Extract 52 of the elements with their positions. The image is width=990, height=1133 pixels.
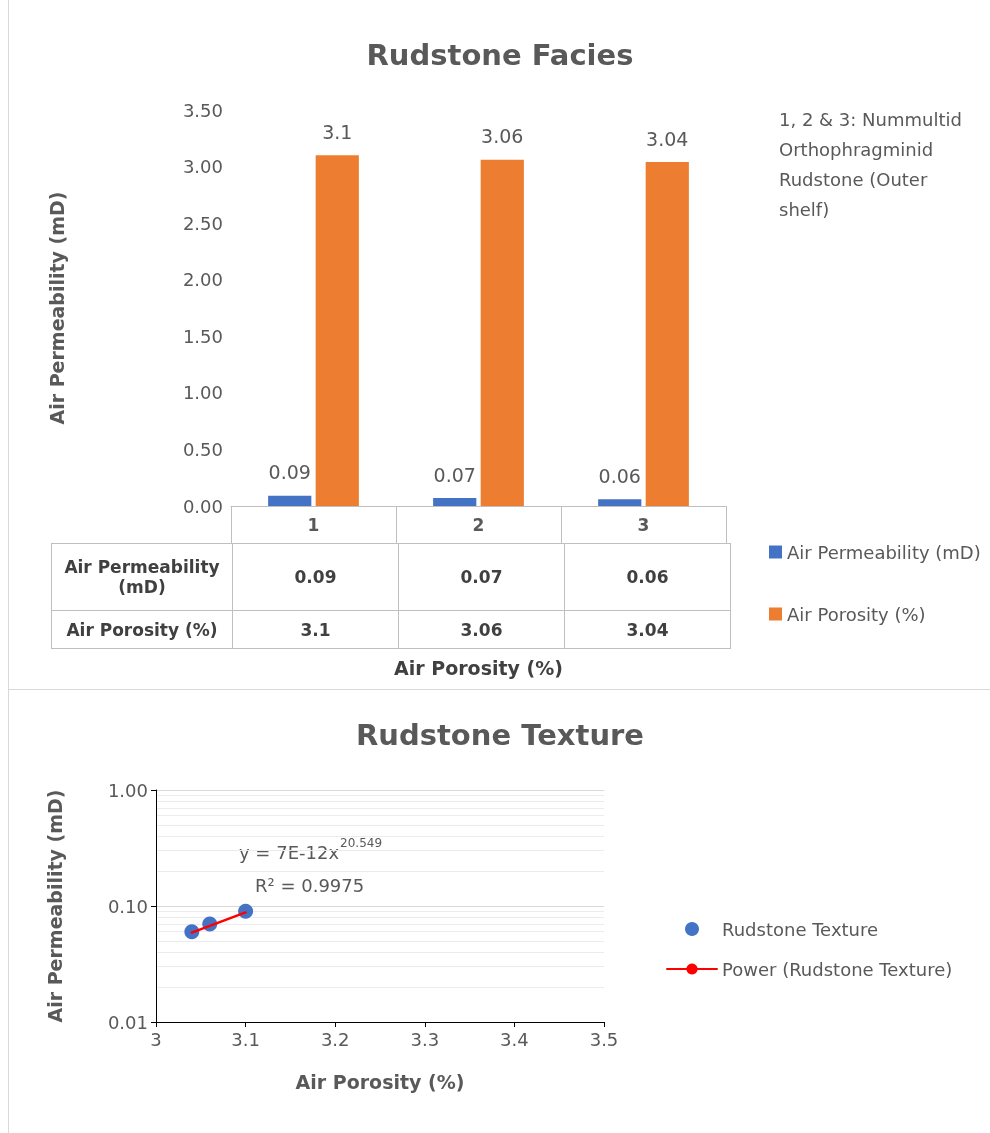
text: Air Porosity (%) bbox=[394, 657, 563, 679]
y-tick-label: 0.00 bbox=[182, 495, 223, 517]
x-axis-title: Air Porosity (%) bbox=[295, 1070, 465, 1093]
x-tick-label: 1 bbox=[307, 514, 320, 535]
data-label: 0.06 bbox=[564, 543, 731, 611]
y-tick-label: 1.50 bbox=[182, 325, 223, 347]
y-tick-label: 2.00 bbox=[182, 269, 223, 291]
x-tick-label: 3 bbox=[637, 514, 650, 535]
text: Air Permeability (mD) bbox=[45, 191, 68, 425]
text: 0.07 bbox=[433, 463, 476, 486]
bar bbox=[315, 155, 359, 506]
text: 0.09 bbox=[268, 461, 311, 484]
data-label: 3.06 bbox=[398, 610, 565, 649]
text: 1, 2 & 3: Nummultid Orthophragminid Rudstone (Outer shelf) bbox=[779, 108, 968, 220]
y-tick-label: 3.50 bbox=[182, 99, 223, 121]
x-tick-label: 3.2 bbox=[320, 1028, 350, 1050]
bar bbox=[433, 498, 477, 506]
bar bbox=[268, 495, 312, 506]
chart-title: Rudstone Texture bbox=[356, 717, 644, 752]
data-label: 0.09 bbox=[232, 543, 399, 611]
y-tick-label: 0.50 bbox=[182, 438, 223, 460]
legend-label: Rudstone Texture bbox=[722, 918, 879, 940]
chart-title: Rudstone Facies bbox=[366, 37, 634, 72]
y-tick-label: 0.10 bbox=[107, 895, 148, 917]
legend-label: Air Permeability (mD) bbox=[787, 541, 981, 563]
x-tick-label: 2 bbox=[472, 514, 485, 535]
x-tick-label: 3 bbox=[150, 1028, 162, 1050]
data-label: 0.07 bbox=[398, 543, 565, 611]
data-label: 3.1 bbox=[232, 610, 399, 649]
x-tick-label: 3.3 bbox=[410, 1028, 440, 1050]
data-label: 3.04 bbox=[564, 610, 731, 649]
y-axis-title: Air Permeability (mD) bbox=[43, 789, 66, 1023]
bar bbox=[598, 499, 642, 506]
y-tick-label: 2.50 bbox=[182, 212, 223, 234]
text: 3.06 bbox=[481, 125, 524, 148]
y-tick-label: 3.00 bbox=[182, 156, 223, 178]
x-tick-label: 3.5 bbox=[589, 1028, 619, 1050]
x-axis-title: Air Porosity (%) bbox=[51, 610, 233, 649]
legend-label: Power (Rudstone Texture) bbox=[722, 958, 953, 980]
bar bbox=[645, 162, 689, 506]
text: 3.04 bbox=[646, 127, 689, 150]
y-tick-label: 1.00 bbox=[182, 382, 223, 404]
annotation: R² = 0.9975 bbox=[255, 874, 365, 896]
x-tick-label: 3.1 bbox=[231, 1028, 260, 1050]
text: 0.06 bbox=[598, 464, 641, 487]
x-tick-label: 3.4 bbox=[500, 1028, 529, 1050]
text: 3.1 bbox=[322, 120, 353, 143]
y-axis-title: Air Permeability (mD) bbox=[51, 543, 233, 611]
y-tick-label: 1.00 bbox=[107, 779, 148, 801]
bar bbox=[480, 159, 524, 506]
y-tick-label: 0.01 bbox=[107, 1011, 148, 1033]
legend-label: Air Porosity (%) bbox=[787, 603, 926, 625]
